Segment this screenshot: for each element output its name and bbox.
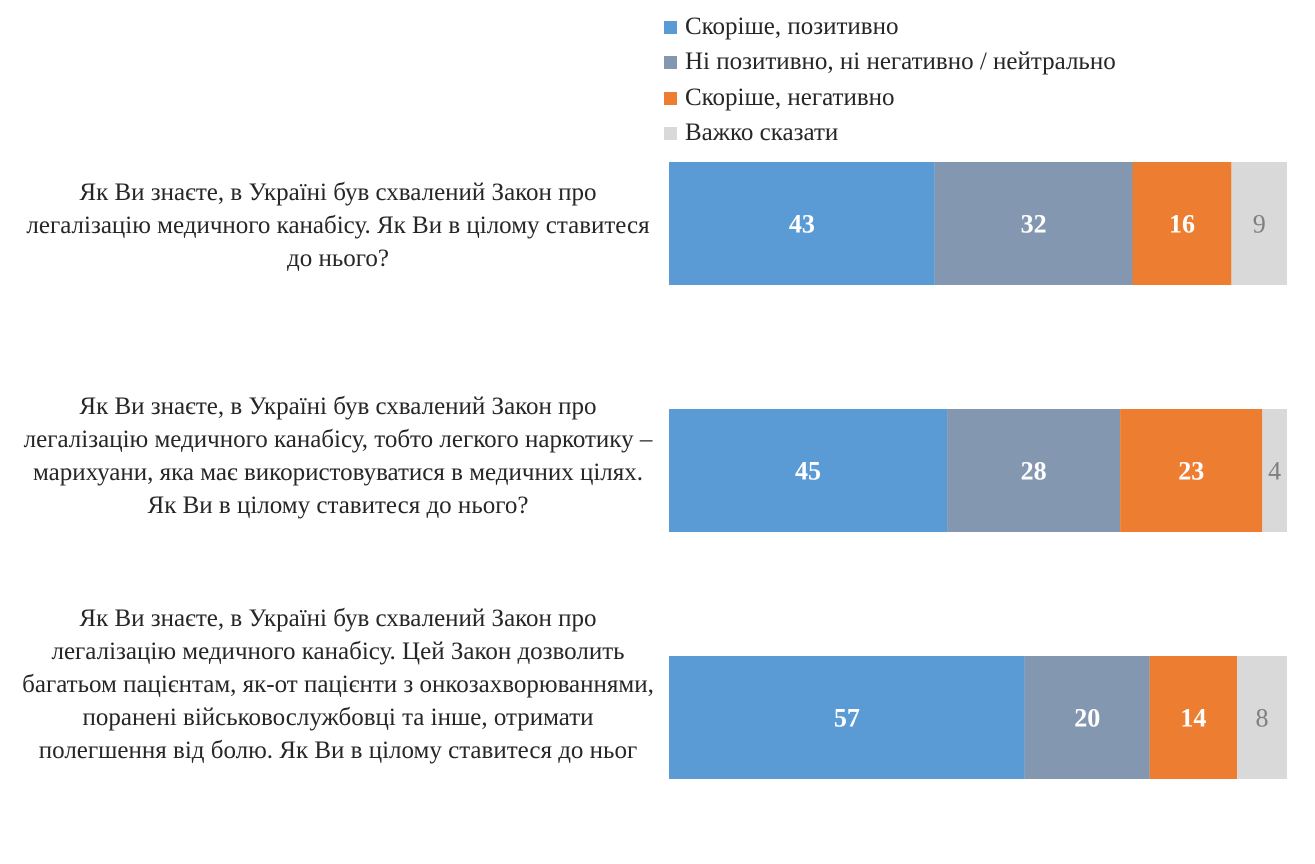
data-label: 32 (1021, 210, 1047, 239)
bar-segment (1237, 656, 1287, 779)
legend-swatch (664, 126, 677, 140)
legend-entry: Скоріше, негативно (664, 81, 895, 115)
category-label: Як Ви знаєте, в Україні був схвалений За… (26, 179, 650, 272)
data-label: 20 (1074, 704, 1100, 733)
data-label: 43 (789, 210, 815, 239)
legend-entry: Ні позитивно, ні негативно / нейтрально (664, 45, 1116, 79)
legend-entry: Важко сказати (664, 116, 838, 150)
bar-segment (1149, 656, 1238, 779)
data-label: 14 (1180, 704, 1206, 733)
legend-swatch (664, 20, 677, 34)
data-label: 4 (1268, 457, 1281, 486)
data-label: 16 (1169, 210, 1195, 239)
legend-label: Скоріше, позитивно (685, 13, 899, 40)
bar-segment (1120, 409, 1263, 532)
legend-label: Ні позитивно, ні негативно / нейтрально (685, 48, 1116, 75)
bar-segment (669, 162, 935, 285)
category-label: Як Ви знаєте, в Україні був схвалений За… (22, 605, 654, 764)
data-label: 57 (834, 704, 860, 733)
legend-swatch (664, 91, 677, 105)
legend-label: Скоріше, негативно (685, 84, 895, 111)
legend-swatch (664, 55, 677, 69)
bar-segment (669, 409, 948, 532)
data-label: 45 (795, 457, 821, 486)
data-label: 8 (1256, 704, 1269, 733)
legend-label: Важко сказати (685, 119, 839, 146)
bar-segment (934, 162, 1133, 285)
bar-segment (947, 409, 1121, 532)
data-label: 23 (1178, 457, 1204, 486)
data-label: 9 (1253, 210, 1266, 239)
bar-segment (1231, 162, 1287, 285)
data-label: 28 (1021, 457, 1047, 486)
category-label: Як Ви знаєте, в Україні був схвалений За… (23, 393, 653, 519)
bar-segment (669, 656, 1025, 779)
bar-segment (1132, 162, 1232, 285)
bar-segment (1024, 656, 1150, 779)
bar-segment (1262, 409, 1287, 532)
legend-entry: Скоріше, позитивно (664, 10, 898, 44)
